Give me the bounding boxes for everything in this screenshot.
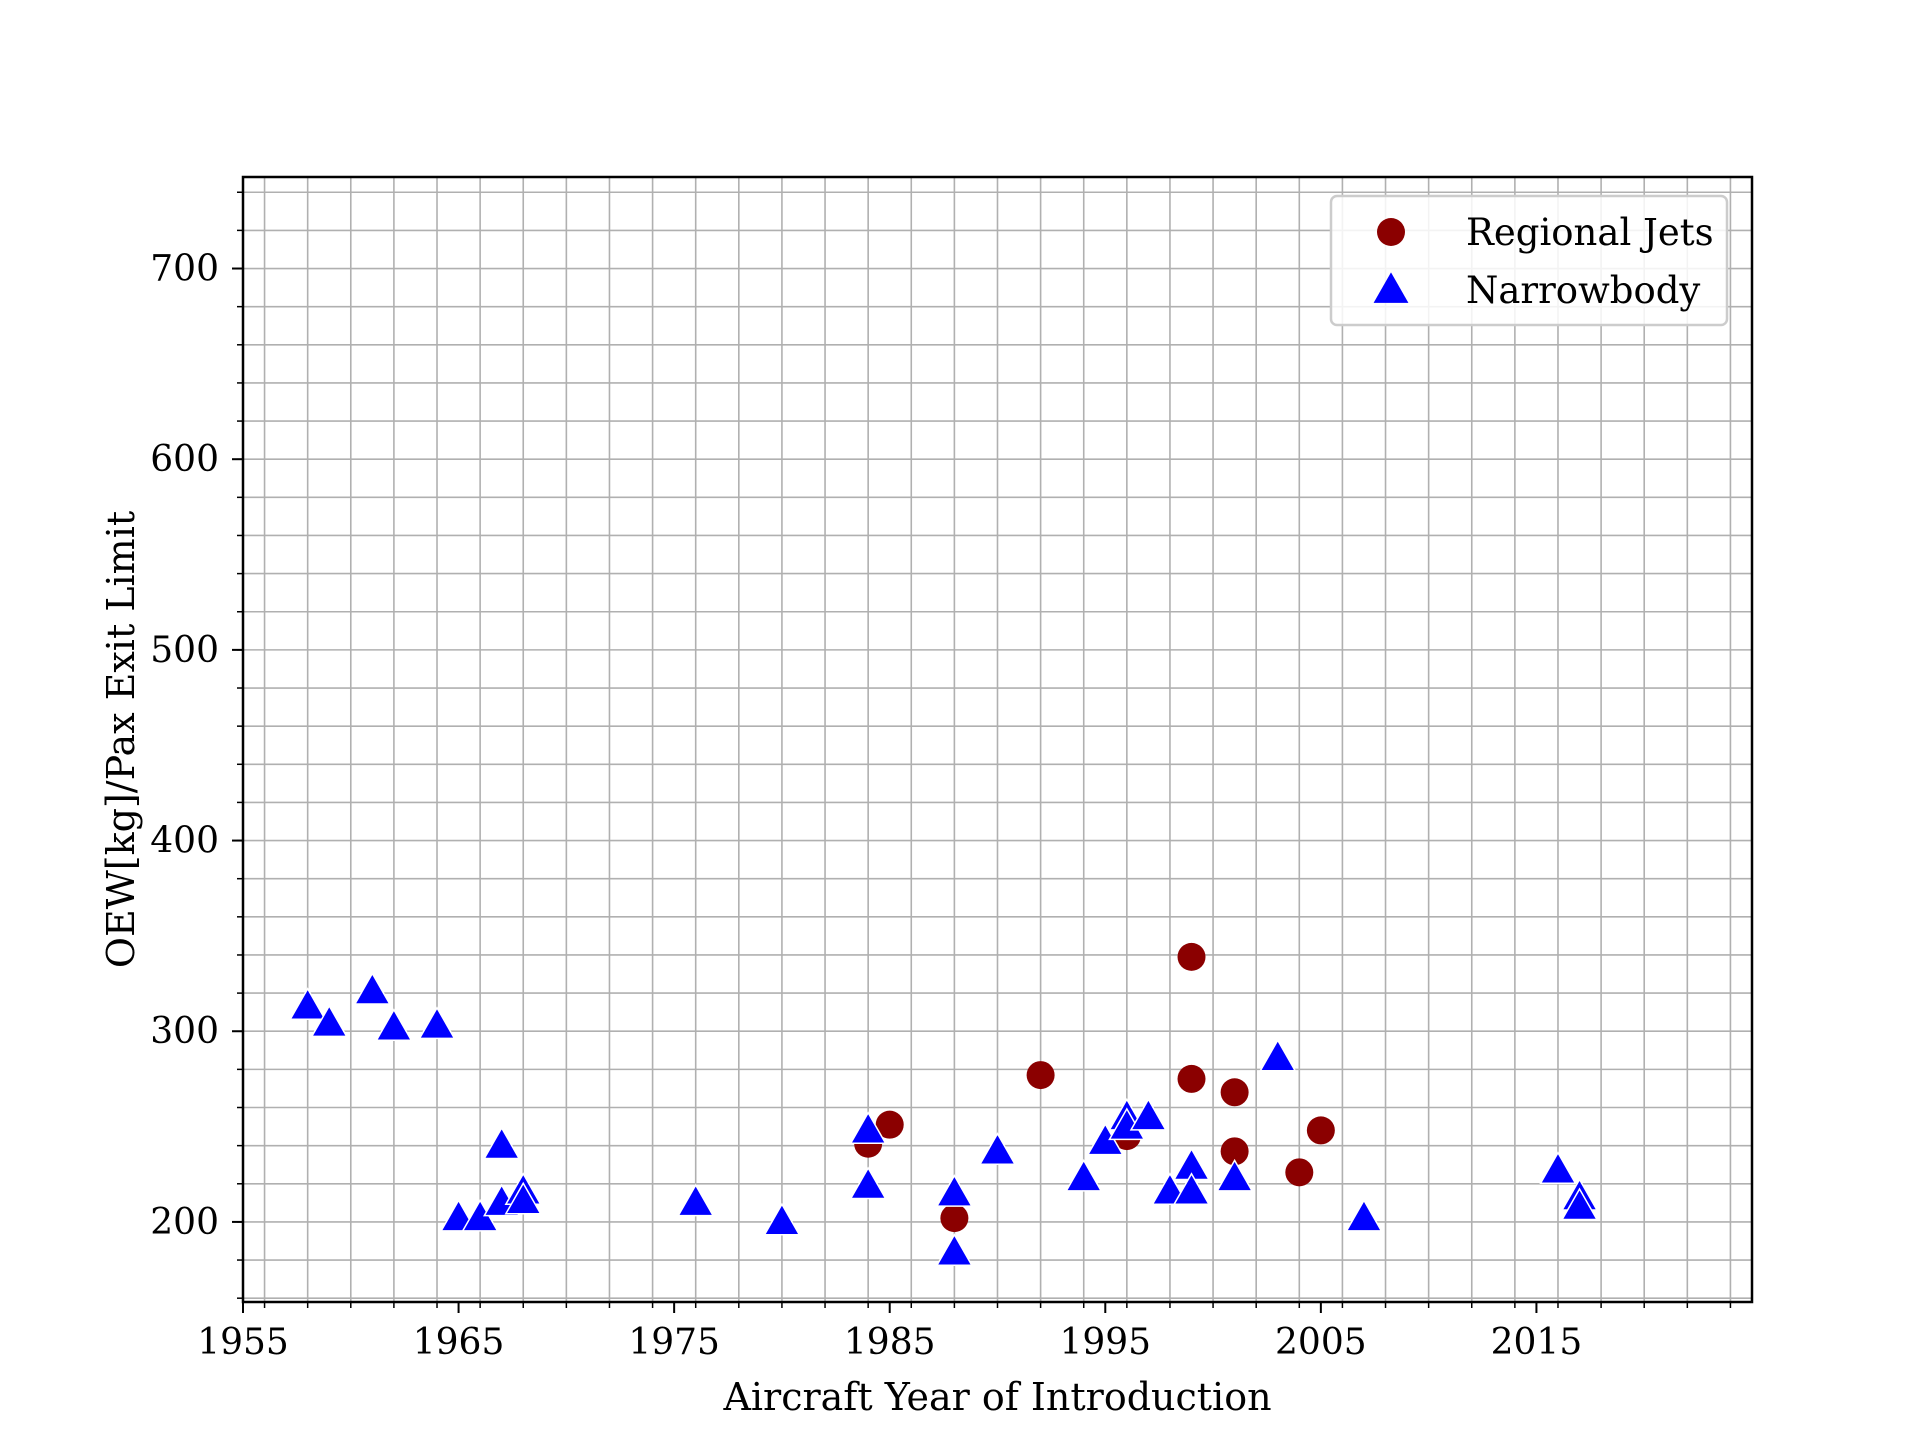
point-narrowbody: [1259, 1038, 1297, 1072]
point-regional-jets: [1220, 1137, 1249, 1166]
point-narrowbody: [1345, 1198, 1383, 1232]
point-regional-jets: [875, 1110, 904, 1139]
point-narrowbody: [1215, 1158, 1254, 1192]
point-narrowbody: [310, 1004, 348, 1038]
point-narrowbody: [1539, 1151, 1577, 1185]
legend-marker-regional-jets: [1377, 218, 1405, 246]
x-tick-label: 2005: [1275, 1322, 1367, 1363]
point-narrowbody: [849, 1111, 887, 1144]
point-narrowbody: [1560, 1187, 1599, 1221]
point-narrowbody: [1129, 1097, 1168, 1131]
x-tick-label: 1965: [413, 1322, 505, 1363]
axis-ticks: 1955 1965 1975 1985 1995 2005 2015 200 300 400 500…: [150, 191, 1732, 1363]
y-tick-label: 700: [150, 249, 219, 290]
point-narrowbody: [763, 1202, 801, 1236]
point-narrowbody: [353, 972, 392, 1005]
point-narrowbody: [935, 1174, 974, 1207]
point-narrowbody: [375, 1008, 413, 1041]
y-tick-label: 500: [150, 630, 219, 671]
point-narrowbody: [1065, 1158, 1103, 1192]
point-narrowbody: [849, 1166, 887, 1200]
x-tick-label: 1985: [844, 1322, 936, 1363]
legend-label-regional-jets: Regional Jets: [1466, 211, 1714, 254]
point-narrowbody: [935, 1233, 974, 1266]
point-regional-jets: [1306, 1116, 1335, 1145]
point-narrowbody: [677, 1183, 715, 1217]
point-regional-jets: [1177, 942, 1206, 971]
point-regional-jets: [940, 1204, 969, 1233]
point-narrowbody: [482, 1126, 521, 1160]
x-axis-title: Aircraft Year of Introduction: [722, 1375, 1271, 1419]
x-tick-label: 1995: [1059, 1322, 1151, 1363]
y-tick-label: 300: [150, 1011, 219, 1052]
y-tick-label: 200: [150, 1202, 219, 1243]
x-tick-label: 1975: [628, 1322, 720, 1363]
point-narrowbody: [1172, 1172, 1211, 1205]
x-tick-label: 2015: [1491, 1322, 1583, 1363]
plot-frame: [241, 175, 1754, 1304]
point-narrowbody: [978, 1132, 1017, 1165]
data-points: [288, 942, 1599, 1266]
y-tick-label: 600: [150, 439, 219, 480]
point-narrowbody: [418, 1006, 456, 1040]
y-axis-title: OEW[kg]/Pax Exit Limit: [99, 511, 143, 968]
legend: Regional Jets Narrowbody: [1329, 194, 1729, 327]
x-tick-label: 1955: [197, 1322, 289, 1363]
point-regional-jets: [1285, 1158, 1314, 1187]
point-narrowbody: [504, 1181, 542, 1215]
grid-lines: [243, 177, 1752, 1302]
point-regional-jets: [1220, 1078, 1249, 1107]
y-tick-label: 400: [150, 821, 219, 862]
legend-marker-narrowbody: [1373, 272, 1409, 303]
point-narrowbody: [288, 987, 327, 1021]
point-regional-jets: [1177, 1064, 1206, 1093]
point-regional-jets: [1026, 1061, 1055, 1090]
legend-box: [1329, 194, 1729, 327]
legend-label-narrowbody: Narrowbody: [1466, 269, 1700, 312]
